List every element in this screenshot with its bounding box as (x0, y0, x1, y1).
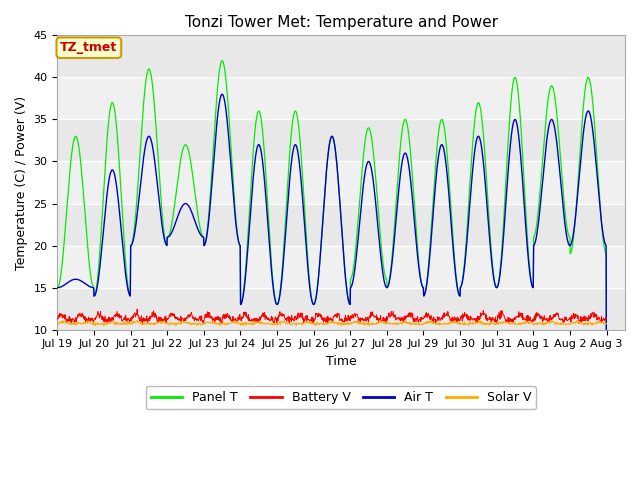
X-axis label: Time: Time (326, 355, 356, 368)
Bar (58, 204, 625, 246)
Title: Tonzi Tower Met: Temperature and Power: Tonzi Tower Met: Temperature and Power (184, 15, 498, 30)
Bar (58, 288, 625, 330)
Bar (58, 120, 625, 161)
Legend: Panel T, Battery V, Air T, Solar V: Panel T, Battery V, Air T, Solar V (146, 386, 536, 409)
Bar (58, 77, 625, 120)
Bar (58, 246, 625, 288)
Bar (58, 161, 625, 204)
Text: TZ_tmet: TZ_tmet (60, 41, 118, 54)
Y-axis label: Temperature (C) / Power (V): Temperature (C) / Power (V) (15, 96, 28, 270)
Bar (58, 36, 625, 77)
